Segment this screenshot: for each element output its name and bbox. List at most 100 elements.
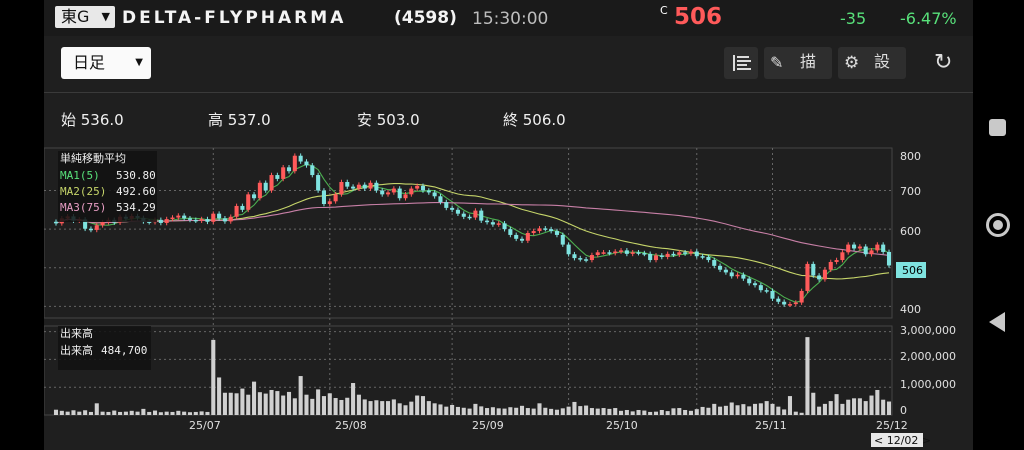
refresh-icon[interactable]: ↻ xyxy=(934,50,953,75)
volume-bar xyxy=(566,406,571,415)
candle-body xyxy=(636,252,641,254)
period-label: 日足 xyxy=(73,53,106,72)
date-label: 25/12 xyxy=(876,419,908,432)
ma3-label: MA3(75) xyxy=(60,201,106,214)
home-icon[interactable] xyxy=(986,213,1010,237)
candle-body xyxy=(403,194,408,199)
volume-bar xyxy=(508,407,513,415)
candle-body xyxy=(543,228,548,230)
candle-body xyxy=(677,252,682,255)
candle-body xyxy=(549,229,554,232)
back-icon[interactable] xyxy=(989,312,1005,332)
candle-body xyxy=(176,215,181,218)
volume-bar xyxy=(240,388,245,415)
ma2-value: 492.60 xyxy=(116,185,156,198)
volume-label: 出来高 xyxy=(60,343,93,357)
volume-bar xyxy=(281,395,286,415)
volume-bar xyxy=(158,412,163,415)
volume-bar xyxy=(129,410,134,415)
candle-body xyxy=(94,225,99,230)
volume-bar xyxy=(601,408,606,415)
volume-bar xyxy=(100,411,105,415)
volume-bar xyxy=(298,376,303,415)
candle-body xyxy=(799,290,804,303)
candle-body xyxy=(834,260,839,262)
volume-bar xyxy=(147,411,152,415)
volume-bar xyxy=(438,404,443,415)
candle-body xyxy=(339,182,344,195)
candle-body xyxy=(409,188,414,195)
volume-bar xyxy=(706,407,711,415)
volume-bar xyxy=(269,389,274,415)
candle-body xyxy=(391,188,396,193)
volume-bar xyxy=(234,393,239,415)
volume-bar xyxy=(531,408,536,415)
candle-body xyxy=(822,269,827,280)
ma1-label: MA1(5) xyxy=(60,169,100,182)
volume-bar xyxy=(123,411,128,415)
volume-bar xyxy=(286,391,292,415)
candle-body xyxy=(217,213,222,219)
volume-bar xyxy=(415,395,420,415)
recent-apps-icon[interactable] xyxy=(989,119,1006,136)
candle-body xyxy=(706,256,711,261)
candle-body xyxy=(747,278,752,284)
volume-axis-label: 3,000,000 xyxy=(900,324,956,337)
volume-bar xyxy=(455,406,460,415)
candle-body xyxy=(88,228,93,231)
volume-bar xyxy=(630,411,635,415)
candlestick-chart[interactable]: 単純移動平均 MA1(5) 530.80 MA2(25) 492.60 MA3(… xyxy=(44,140,973,450)
candle-body xyxy=(444,202,449,208)
volume-bar xyxy=(217,377,222,415)
volume-bar xyxy=(304,394,309,415)
volume-bar xyxy=(519,405,525,415)
candle-body xyxy=(252,194,257,199)
volume-bar xyxy=(776,406,781,415)
volume-bar xyxy=(65,411,70,415)
volume-bar xyxy=(88,411,93,415)
quote-time: 15:30:00 xyxy=(472,9,549,29)
market-label: 東G xyxy=(61,7,90,26)
volume-bar xyxy=(327,393,332,415)
volume-bar xyxy=(403,405,408,415)
draw-button[interactable]: ✎ 描画 xyxy=(764,47,832,79)
candle-body xyxy=(648,253,653,261)
candle-body xyxy=(479,210,484,221)
candle-body xyxy=(438,196,443,203)
candle-body xyxy=(613,251,618,254)
market-selector[interactable]: 東G ▼ xyxy=(55,6,115,28)
volume-bar xyxy=(659,409,664,415)
volume-bar xyxy=(246,394,251,415)
volume-bar xyxy=(292,398,297,415)
candle-body xyxy=(782,301,787,305)
candle-body xyxy=(193,219,198,222)
volume-bar xyxy=(671,408,676,415)
candle-body xyxy=(537,228,542,232)
candle-body xyxy=(531,231,536,233)
volume-axis-label: 1,000,000 xyxy=(900,378,956,391)
candle-body xyxy=(601,252,606,254)
volume-axis-label: 0 xyxy=(900,404,907,417)
volume-bar xyxy=(345,397,350,415)
candle-body xyxy=(712,260,717,266)
candle-body xyxy=(374,182,379,191)
volume-bar xyxy=(397,403,402,415)
candle-body xyxy=(53,221,59,224)
app-window: 東G ▼ DELTA-FLYPHARMA (4598) 15:30:00 C 50… xyxy=(44,0,973,450)
candle-body xyxy=(723,269,728,273)
volume-bar xyxy=(787,396,793,415)
candle-body xyxy=(182,215,187,219)
candle-body xyxy=(793,302,798,305)
candle-body xyxy=(578,258,583,260)
candle-body xyxy=(595,252,600,256)
list-view-button[interactable] xyxy=(724,47,758,79)
candle-body xyxy=(316,175,321,191)
date-label: 25/09 xyxy=(472,419,504,432)
volume-bar xyxy=(758,403,763,415)
volume-series xyxy=(53,337,892,415)
period-selector[interactable]: 日足 ▼ xyxy=(61,47,151,79)
settings-button[interactable]: ⚙ 設定 xyxy=(838,47,906,79)
date-cursor[interactable] xyxy=(871,433,923,447)
date-axis: 25/07 25/08 25/09 25/10 25/11 25/12 xyxy=(189,419,908,432)
volume-bar xyxy=(141,408,146,415)
